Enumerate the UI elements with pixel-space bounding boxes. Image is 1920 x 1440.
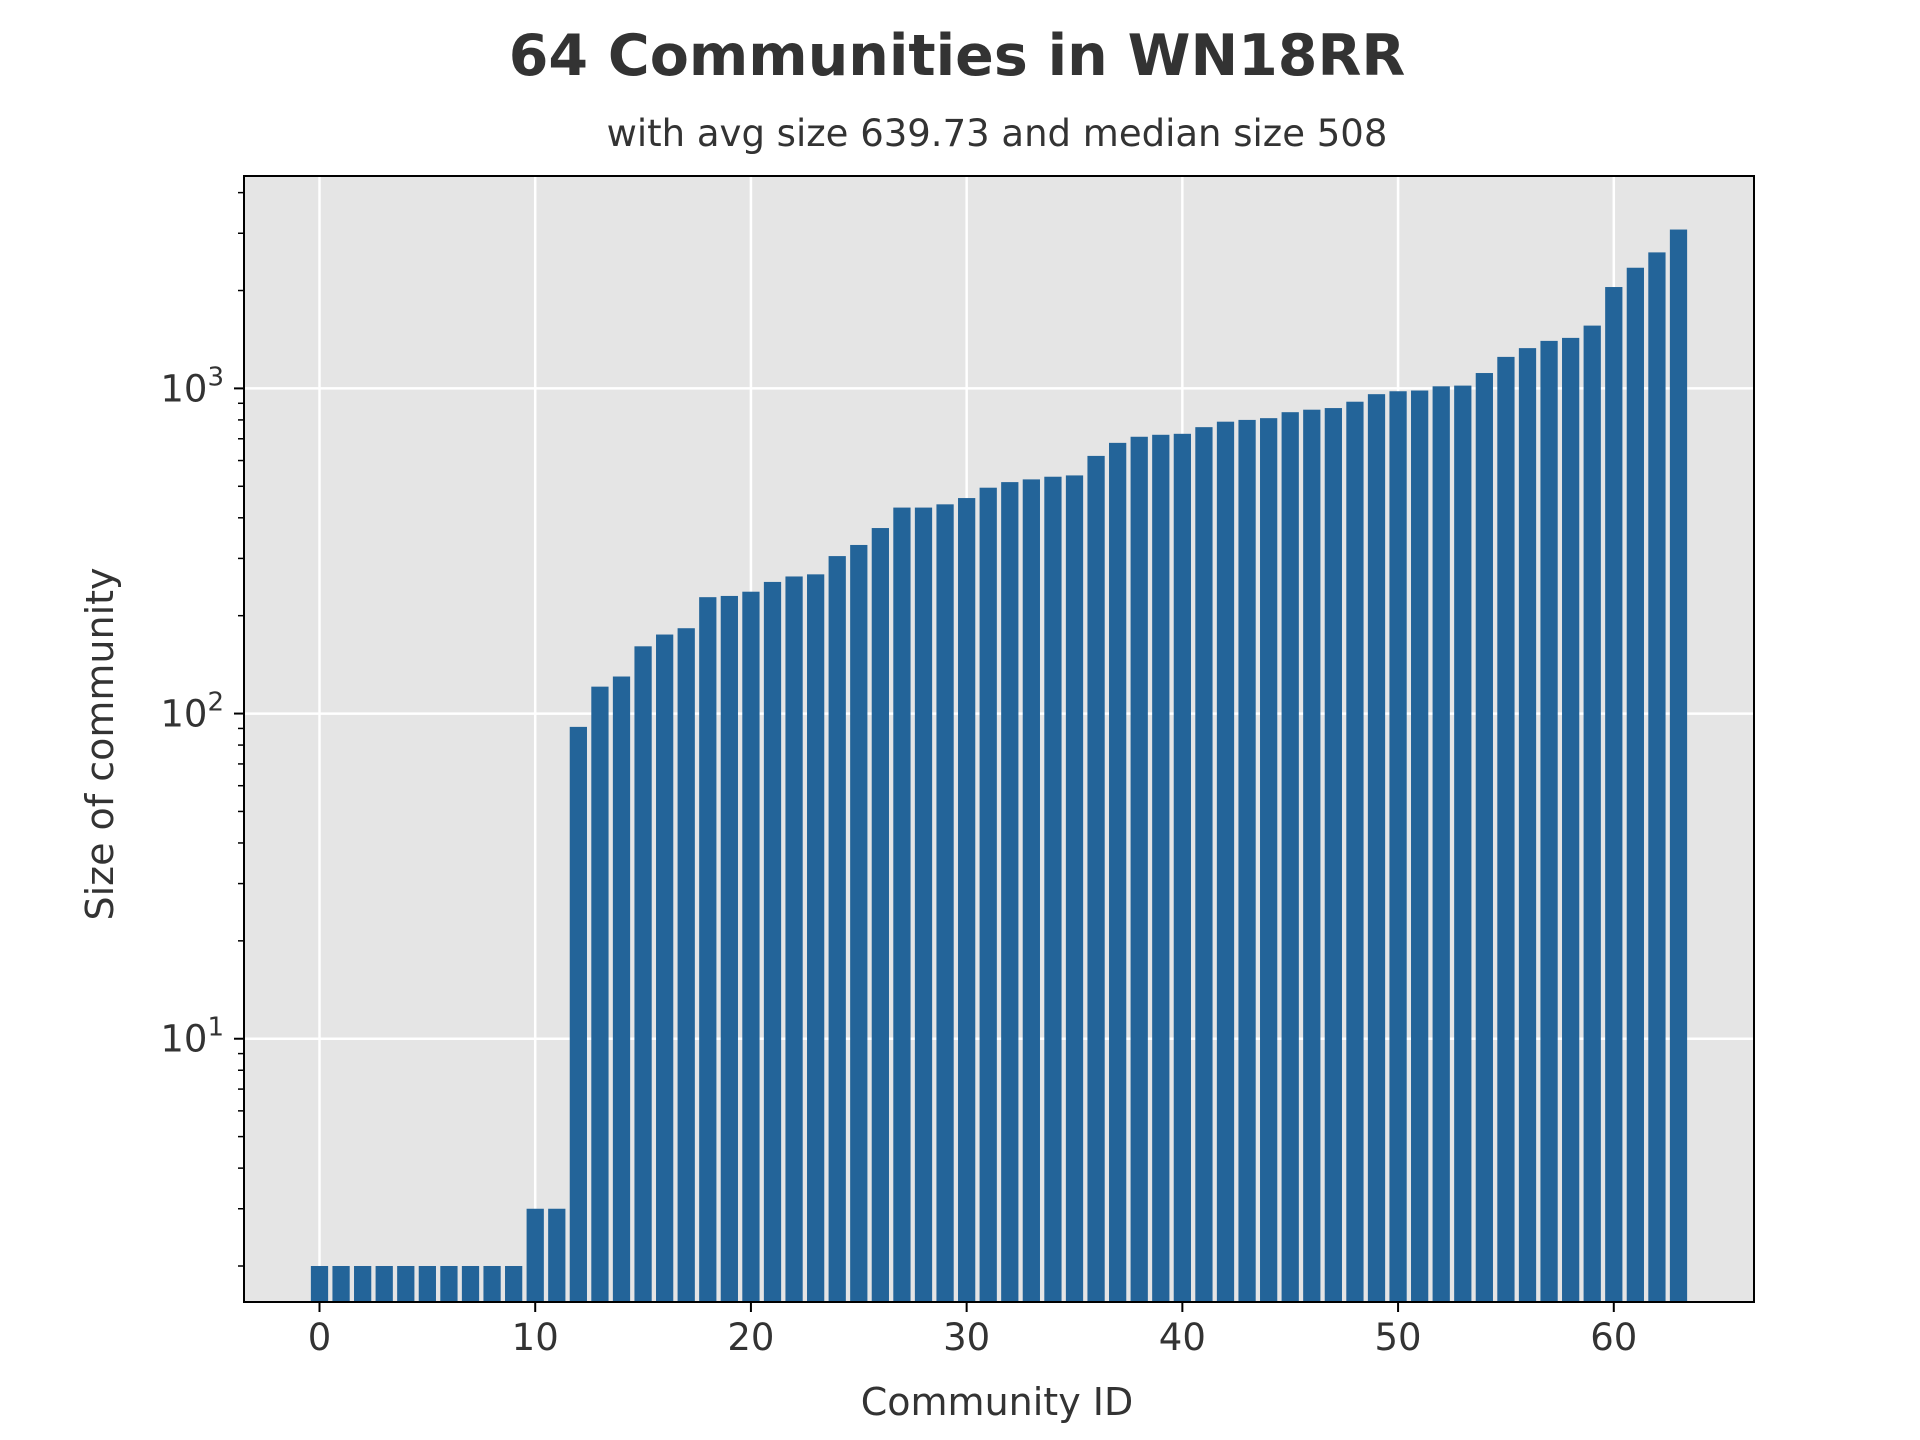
bar <box>699 597 717 1302</box>
bar <box>871 528 889 1302</box>
x-tick-label: 60 <box>1590 1316 1637 1359</box>
bar <box>354 1266 372 1302</box>
y-axis-label: Size of community <box>78 567 122 920</box>
bar <box>548 1208 566 1302</box>
bar <box>418 1266 436 1302</box>
bar <box>742 591 760 1302</box>
bar <box>310 1266 329 1302</box>
bar <box>1648 252 1666 1302</box>
bar <box>1022 479 1040 1303</box>
bar <box>1626 267 1644 1303</box>
bar <box>1044 476 1062 1303</box>
bar <box>1087 455 1105 1303</box>
bar <box>591 686 609 1302</box>
bar <box>1238 419 1256 1302</box>
bar <box>569 726 587 1302</box>
x-tick-label: 30 <box>943 1316 990 1359</box>
bar <box>440 1266 458 1302</box>
bar <box>1152 434 1170 1303</box>
bar <box>979 487 997 1302</box>
x-axis-label: Community ID <box>861 1380 1133 1424</box>
bar <box>505 1266 523 1302</box>
bar <box>1109 442 1127 1302</box>
bar <box>1130 436 1148 1303</box>
bar <box>914 507 933 1302</box>
bar <box>332 1266 350 1302</box>
bar <box>1562 337 1580 1303</box>
bar <box>828 556 846 1302</box>
bar <box>634 646 652 1302</box>
bar <box>1454 385 1472 1302</box>
bar <box>1432 386 1450 1303</box>
bar <box>1411 390 1429 1303</box>
bar <box>526 1208 544 1302</box>
bar <box>1303 409 1321 1302</box>
bar <box>1260 418 1278 1302</box>
bar <box>656 634 674 1302</box>
chart-title: 64 Communities in WN18RR <box>509 23 1406 89</box>
bar <box>1195 427 1213 1302</box>
bar <box>1281 412 1299 1303</box>
x-tick-label: 0 <box>308 1316 332 1359</box>
bar <box>1324 408 1342 1302</box>
x-tick-label: 10 <box>512 1316 559 1359</box>
x-tick-label: 20 <box>727 1316 774 1359</box>
bar <box>720 595 738 1302</box>
y-tick-label: 101 <box>160 1013 224 1061</box>
bar-series <box>310 229 1688 1303</box>
bar <box>1669 229 1688 1303</box>
y-tick-label: 102 <box>160 688 224 736</box>
bar <box>807 574 825 1302</box>
bar <box>763 581 782 1302</box>
bar <box>1367 394 1386 1302</box>
bar <box>893 507 911 1302</box>
bar <box>677 628 695 1302</box>
bar <box>483 1266 501 1302</box>
bar <box>375 1266 393 1302</box>
chart-subtitle: with avg size 639.73 and median size 508 <box>607 112 1388 155</box>
bar <box>958 498 976 1302</box>
bar <box>461 1266 480 1302</box>
plot-frame <box>243 175 1755 1303</box>
bar <box>1001 482 1019 1302</box>
bar <box>1065 475 1084 1302</box>
bar <box>1583 325 1601 1302</box>
x-tick-label: 40 <box>1159 1316 1206 1359</box>
y-axis: 101 102 103 <box>160 191 244 1267</box>
bar <box>1475 373 1493 1302</box>
bar <box>397 1266 415 1302</box>
bar <box>612 676 631 1302</box>
x-tick-label: 50 <box>1375 1316 1422 1359</box>
bar <box>1346 401 1364 1302</box>
bar <box>1540 340 1558 1302</box>
bar <box>1216 421 1235 1303</box>
bar <box>1173 433 1191 1302</box>
bar <box>1605 287 1623 1302</box>
y-tick-label: 103 <box>160 362 224 410</box>
bar <box>936 504 954 1303</box>
bar <box>1497 356 1515 1302</box>
bar <box>850 544 868 1302</box>
x-axis: 0 10 20 30 40 50 60 <box>308 1302 1637 1359</box>
bar <box>1518 348 1537 1303</box>
bar <box>1389 391 1407 1302</box>
bar <box>785 576 803 1302</box>
